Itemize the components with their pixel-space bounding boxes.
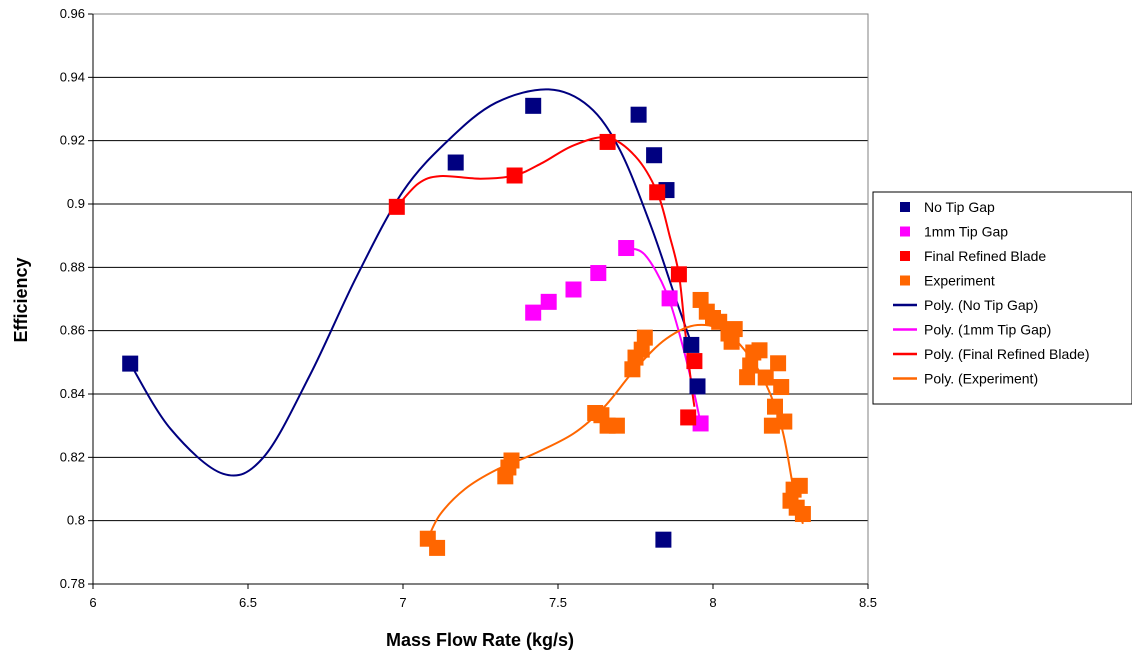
legend-box [872,191,1132,405]
legend-label: No Tip Gap [924,199,995,215]
data-point [388,198,405,215]
data-point [503,452,520,469]
y-tick-label: 0.8 [67,513,85,528]
data-point [791,477,808,494]
data-point [429,539,446,556]
legend-label: Poly. (Experiment) [924,371,1038,387]
data-point [670,266,687,283]
legend-label: Poly. (Final Refined Blade) [924,346,1089,362]
plot-area [93,14,868,584]
data-point [630,106,647,123]
trend-line-4 [129,88,693,477]
data-point [683,336,700,353]
data-point [540,293,557,310]
data-point [751,342,768,359]
data-point [608,417,625,434]
legend-marker [900,251,910,261]
data-markers [122,97,811,556]
data-point [646,147,663,164]
data-point [636,329,653,346]
data-point [689,378,706,395]
x-tick-label: 7 [399,595,406,610]
data-point [767,398,783,415]
data-point [618,240,635,257]
y-tick-label: 0.92 [60,133,85,148]
y-tick-label: 0.94 [60,69,85,84]
data-point [726,321,743,338]
y-tick-label: 0.9 [67,196,85,211]
legend-label: Poly. (No Tip Gap) [924,297,1038,313]
legend-marker [900,275,910,286]
data-point [590,265,607,282]
legend-label: 1mm Tip Gap [924,224,1008,240]
data-point [633,341,650,358]
data-point [680,409,697,426]
data-point [525,97,542,114]
data-point [506,167,523,184]
data-point [661,290,678,307]
data-point [525,304,542,321]
y-axis-title: Efficiency [11,257,31,342]
x-tick-label: 8 [709,595,716,610]
axes [88,13,869,589]
data-point [770,355,787,372]
data-point [723,333,740,350]
y-tick-label: 0.82 [60,449,85,464]
data-point [122,355,139,372]
data-point [776,413,793,430]
legend: No Tip Gap 1mm Tip Gap Final Refined Blade… [872,191,1132,405]
x-tick-label: 6 [89,595,96,610]
tick-labels: 0.78 0.8 0.82 0.84 0.86 0.88 0.9 0.92 0.94 0.96 6 6… [60,6,877,610]
legend-marker [900,226,910,237]
legend-marker [900,202,910,212]
data-point [763,417,780,434]
y-tick-label: 0.88 [60,259,85,274]
data-point [565,281,582,298]
legend-label: Final Refined Blade [924,248,1046,264]
x-tick-label: 7.5 [549,595,567,610]
trend-line-5 [625,247,702,424]
data-point [742,357,759,374]
y-tick-label: 0.96 [60,6,85,21]
data-point [655,531,672,548]
legend-label: Poly. (1mm Tip Gap) [924,322,1051,338]
legend-label: Experiment [924,273,995,289]
x-tick-label: 8.5 [859,595,877,610]
data-point [686,353,703,370]
y-tick-label: 0.84 [60,386,85,401]
y-tick-label: 0.86 [60,323,85,338]
data-point [692,415,709,432]
data-point [649,184,666,201]
data-point [773,379,790,396]
x-axis-title: Mass Flow Rate (kg/s) [386,630,574,650]
x-tick-label: 6.5 [239,595,257,610]
data-point [794,506,811,523]
y-tick-label: 0.78 [60,576,85,591]
data-point [757,369,774,386]
data-point [599,133,616,150]
data-point [447,154,464,171]
